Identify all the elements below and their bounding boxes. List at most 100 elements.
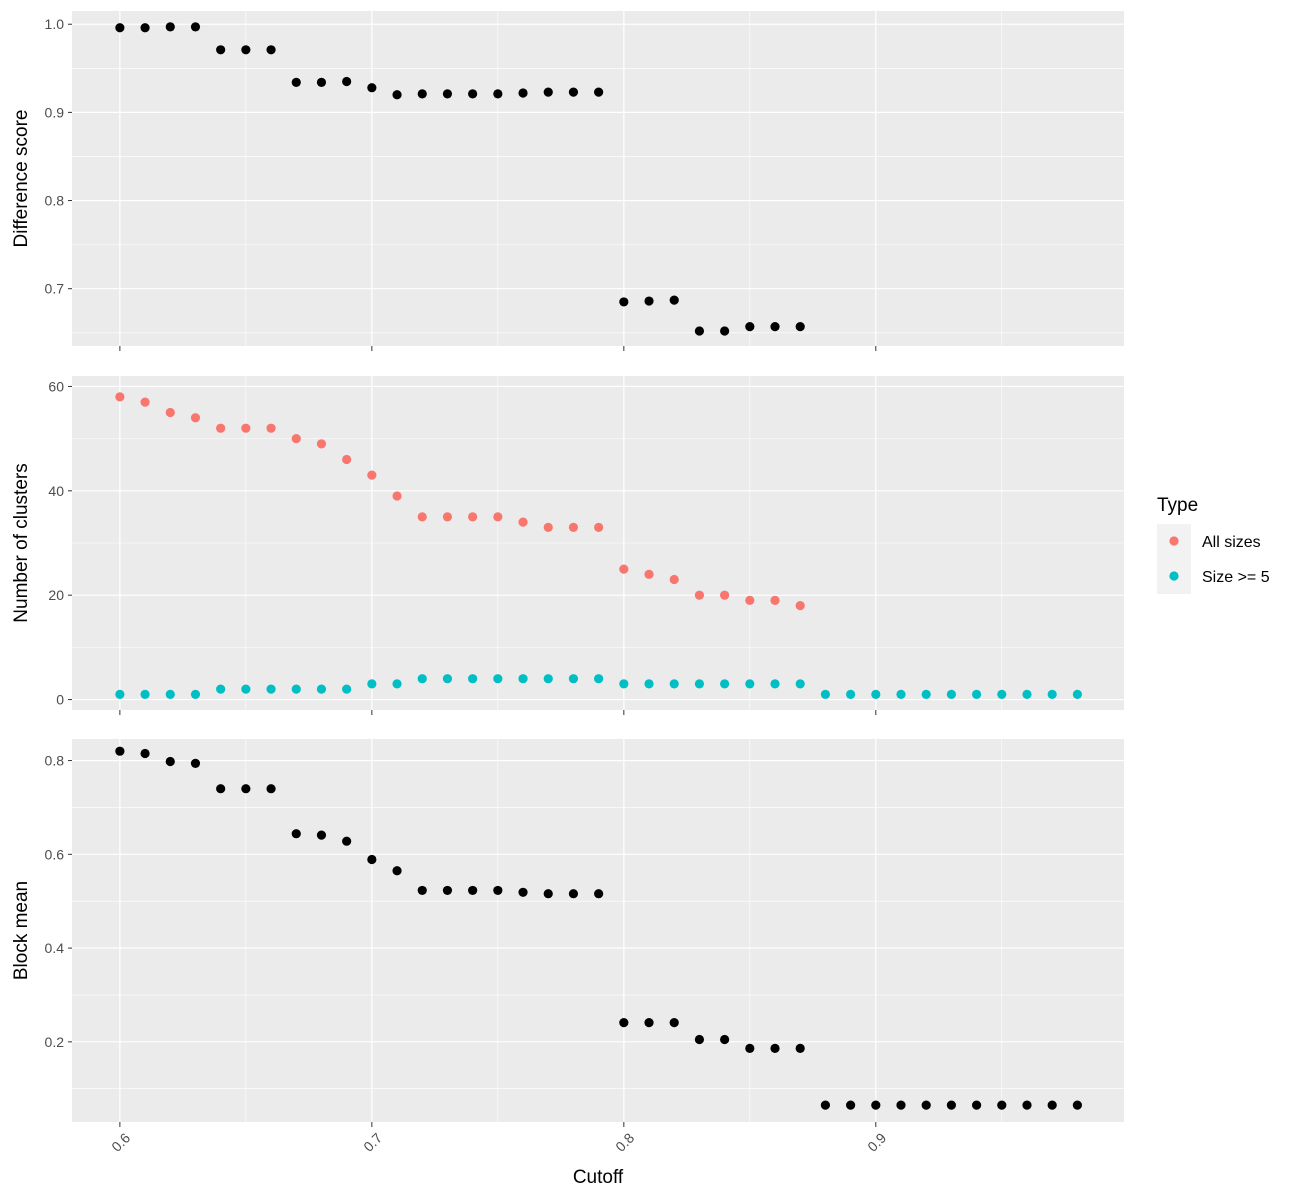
data-point [997, 1101, 1006, 1110]
data-point [317, 831, 326, 840]
data-point [720, 591, 729, 600]
data-point [392, 679, 401, 688]
data-point [216, 685, 225, 694]
data-point [871, 690, 880, 699]
data-point [770, 679, 779, 688]
data-point [569, 88, 578, 97]
data-point [997, 690, 1006, 699]
data-point [644, 296, 653, 305]
data-point [140, 23, 149, 32]
data-point [392, 866, 401, 875]
data-point [569, 523, 578, 532]
x-axis-title: Cutoff [573, 1167, 624, 1188]
data-point [518, 518, 527, 527]
data-point [821, 1101, 830, 1110]
data-point [216, 45, 225, 54]
legend-title: Type [1157, 495, 1198, 516]
data-point [191, 22, 200, 31]
data-point [947, 1101, 956, 1110]
data-point [720, 1035, 729, 1044]
data-point [1073, 690, 1082, 699]
data-point [720, 326, 729, 335]
panel-top: 0.70.80.91.0Difference score [11, 11, 1124, 351]
data-point [972, 690, 981, 699]
data-point [594, 523, 603, 532]
data-point [770, 596, 779, 605]
data-point [418, 89, 427, 98]
x-tick-label: 0.8 [612, 1129, 637, 1154]
data-point [216, 784, 225, 793]
data-point [493, 674, 502, 683]
data-point [266, 45, 275, 54]
panels-layer: 0.7 0.8 0.9 1.0 Difference score 0 20 40 60 Numbe… [11, 11, 1124, 1155]
data-point [619, 297, 628, 306]
y-tick-label: 20 [48, 587, 64, 603]
data-point [569, 889, 578, 898]
data-point [846, 1101, 855, 1110]
y-tick-label: 40 [48, 483, 64, 499]
data-point [796, 322, 805, 331]
data-point [392, 491, 401, 500]
data-point [241, 784, 250, 793]
data-point [115, 392, 124, 401]
y-tick-label: 0.7 [45, 281, 65, 297]
data-point [115, 23, 124, 32]
data-point [594, 88, 603, 97]
data-point [166, 22, 175, 31]
data-point [518, 674, 527, 683]
data-point [166, 757, 175, 766]
data-point [695, 326, 704, 335]
data-point [191, 413, 200, 422]
data-point [140, 690, 149, 699]
data-point [292, 685, 301, 694]
panel-bottom: 0.2 0.4 0.6 0.8 0.6 0.7 0.8 0.9 Block mean [11, 739, 1124, 1155]
data-point [922, 690, 931, 699]
data-point [619, 564, 628, 573]
data-point [796, 1044, 805, 1053]
data-point [115, 747, 124, 756]
y-axis-title: Number of clusters [11, 463, 32, 622]
data-point [140, 397, 149, 406]
data-point [367, 471, 376, 480]
data-point [166, 408, 175, 417]
data-point [443, 512, 452, 521]
data-point [342, 837, 351, 846]
y-axis-title: Difference score [11, 110, 32, 248]
y-tick-label: 0 [56, 692, 64, 708]
data-point [770, 1044, 779, 1053]
legend-label-all-sizes: All sizes [1202, 534, 1261, 551]
data-point [266, 784, 275, 793]
data-point [871, 1101, 880, 1110]
data-point [745, 596, 754, 605]
data-point [896, 1101, 905, 1110]
panel-background [72, 11, 1124, 346]
data-point [594, 889, 603, 898]
data-point [544, 523, 553, 532]
data-point [947, 690, 956, 699]
data-point [468, 512, 477, 521]
x-tick-label: 0.7 [360, 1129, 385, 1154]
data-point [644, 1018, 653, 1027]
data-point [670, 296, 679, 305]
data-point [821, 690, 830, 699]
data-point [846, 690, 855, 699]
data-point [720, 679, 729, 688]
data-point [292, 829, 301, 838]
data-point [443, 674, 452, 683]
legend-key-size-ge-5 [1169, 571, 1178, 580]
data-point [493, 89, 502, 98]
data-point [745, 679, 754, 688]
y-tick-label: 0.8 [45, 193, 65, 209]
data-point [191, 759, 200, 768]
data-point [166, 690, 175, 699]
data-point [569, 674, 578, 683]
data-point [619, 1018, 628, 1027]
data-point [896, 690, 905, 699]
data-point [695, 591, 704, 600]
figure: 0.70.80.91.0Difference score0204060Numbe… [0, 0, 1300, 1200]
legend: Type All sizes Size >= 5 [1157, 495, 1270, 594]
data-point [292, 434, 301, 443]
panel-background [72, 739, 1124, 1122]
data-point [670, 679, 679, 688]
y-tick-label: 0.8 [45, 753, 65, 769]
